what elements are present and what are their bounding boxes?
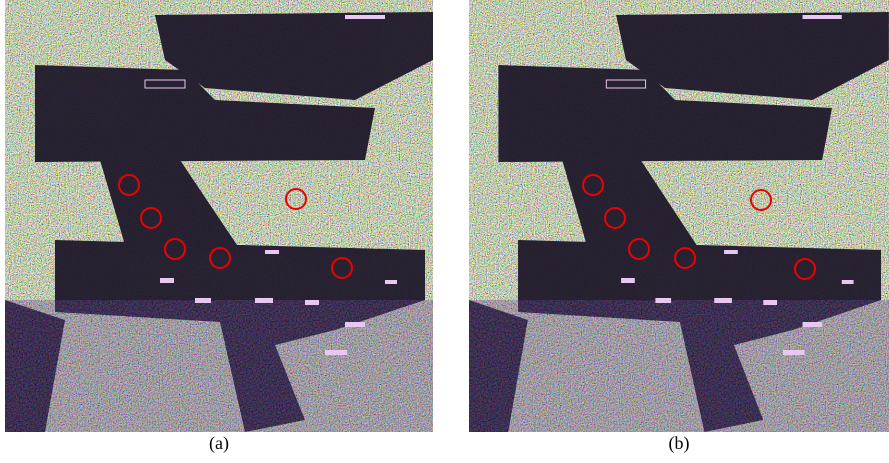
figure: (a) (b)	[0, 0, 889, 463]
panel-b: (b)	[469, 0, 889, 454]
panel-a: (a)	[5, 0, 433, 454]
caption-a: (a)	[209, 433, 229, 454]
caption-b: (b)	[669, 433, 690, 454]
